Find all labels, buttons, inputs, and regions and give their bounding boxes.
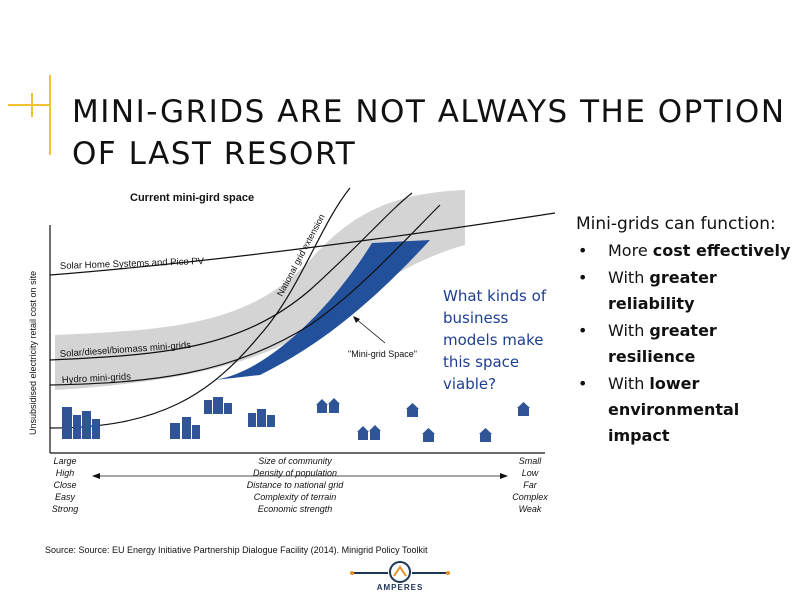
right-scale-1: Small [519, 456, 543, 466]
center-scale-3: Distance to national grid [247, 480, 345, 490]
center-scale-4: Complexity of terrain [254, 492, 337, 502]
left-scale-5: Strong [52, 504, 79, 514]
mini-grid-diagram: Current mini-gird space Unsubsidised ele… [28, 187, 556, 514]
right-scale-3: Far [523, 480, 538, 490]
diagram-heading: Current mini-gird space [130, 192, 254, 204]
question-text: What kinds of business models make this … [443, 287, 547, 393]
title-accent-icon [8, 75, 51, 155]
list-item: • With greater resilience [578, 321, 717, 366]
shs-curve [49, 212, 556, 276]
left-scale-2: High [56, 468, 75, 478]
list-item: • With lower environmental impact [578, 374, 740, 445]
right-scale-2: Low [522, 468, 539, 478]
source-citation: Source: Source: EU Energy Initiative Par… [45, 545, 428, 555]
left-scale-1: Large [53, 456, 76, 466]
amperes-logo-icon [350, 561, 450, 583]
benefits-intro: Mini-grids can function: [576, 214, 776, 234]
logo-text: AMPERES [376, 583, 424, 592]
list-item: • More cost effectively [578, 241, 791, 260]
shs-label: Solar Home Systems and Pico PV [60, 256, 205, 272]
national-grid-curve [49, 187, 351, 429]
left-scale-3: Close [53, 480, 76, 490]
list-item: • With greater reliability [578, 268, 717, 313]
right-scale-4: Complex [512, 492, 548, 502]
solar-diesel-curve [49, 192, 413, 361]
mini-grid-band [55, 190, 465, 390]
hydro-label: Hydro mini-grids [62, 371, 132, 386]
center-scale-1: Size of community [258, 456, 332, 466]
page-title: MINI-GRIDS ARE NOT ALWAYS THE OPTION OF … [72, 93, 786, 172]
houses-icon [316, 398, 530, 442]
left-scale-4: Easy [55, 492, 76, 502]
city-buildings-icon [62, 397, 275, 439]
center-scale-2: Density of population [253, 468, 337, 478]
hydro-curve [49, 204, 441, 386]
mini-grid-space-label: "Mini-grid Space" [348, 349, 417, 359]
mini-grid-space-area [215, 240, 430, 380]
benefits-list: Mini-grids can function: • More cost effe… [576, 212, 796, 450]
y-axis-label: Unsubsidised electricity retail cost on … [28, 271, 38, 435]
right-scale-5: Weak [519, 504, 542, 514]
center-scale-5: Economic strength [258, 504, 333, 514]
